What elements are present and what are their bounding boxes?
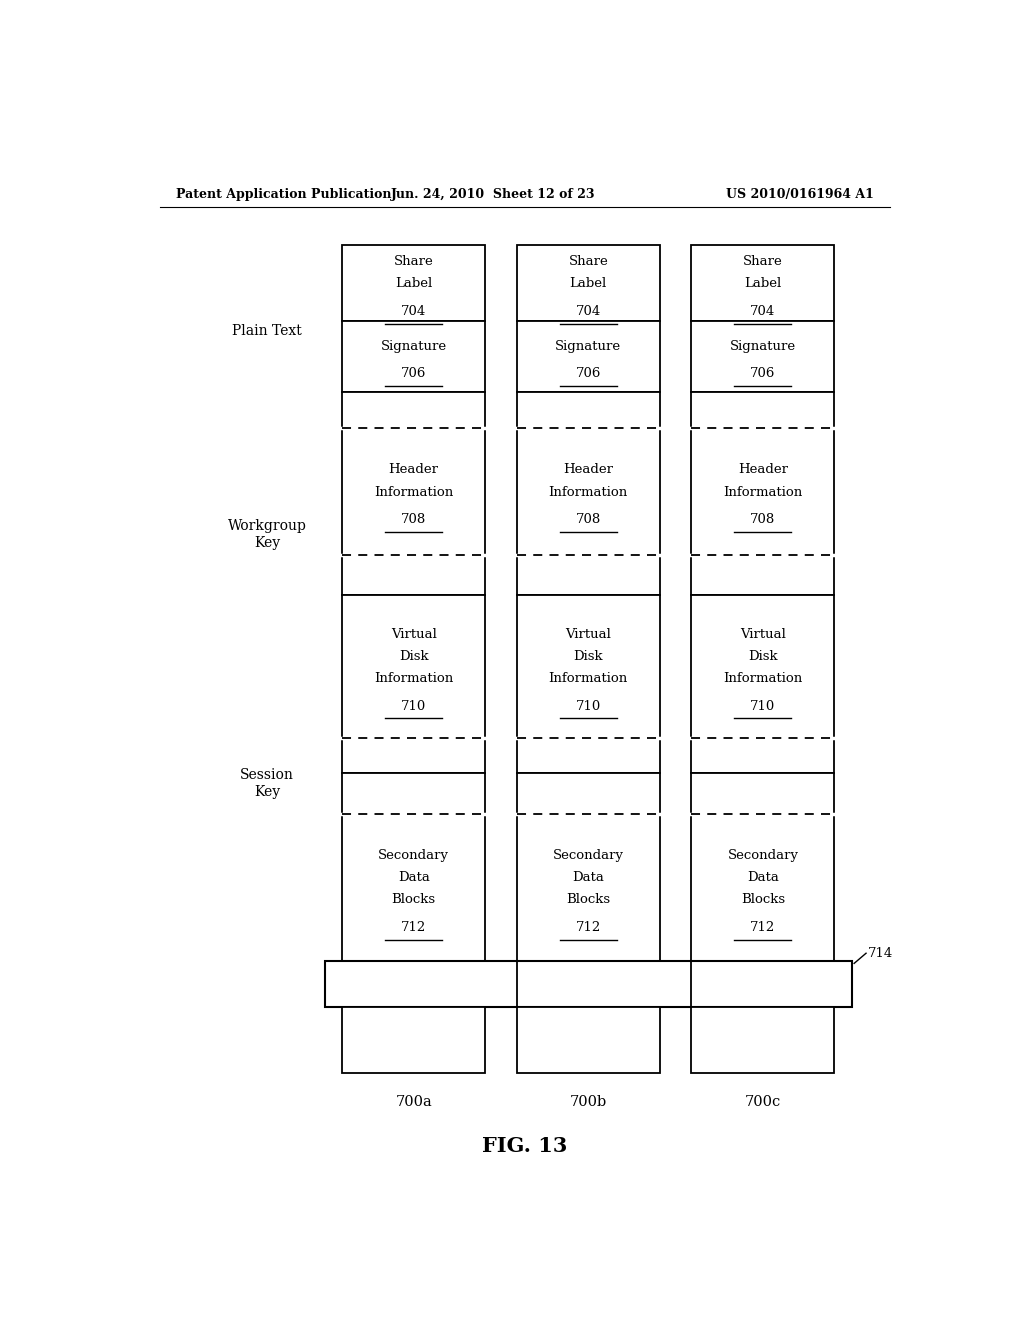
Bar (342, 814, 485, 961)
Text: 704: 704 (575, 305, 601, 318)
Bar (517, 554, 659, 595)
Text: Label: Label (744, 277, 781, 290)
Text: 706: 706 (575, 367, 601, 380)
Text: Virtual: Virtual (740, 627, 785, 640)
Bar (517, 1007, 659, 1073)
Text: 704: 704 (401, 305, 426, 318)
Text: Information: Information (723, 672, 803, 685)
Bar (517, 428, 659, 554)
Text: 710: 710 (401, 700, 426, 713)
Bar (342, 1007, 485, 1073)
Text: Label: Label (395, 277, 432, 290)
Bar (325, 961, 852, 1007)
Bar (517, 595, 659, 738)
Text: Secondary: Secondary (378, 849, 450, 862)
Text: Data: Data (746, 871, 779, 884)
Text: 706: 706 (401, 367, 426, 380)
Bar (342, 554, 485, 595)
Bar (342, 244, 485, 321)
Bar (342, 595, 485, 738)
Text: 700b: 700b (569, 1094, 607, 1109)
Bar (691, 244, 835, 321)
Text: 708: 708 (751, 513, 775, 527)
Text: Information: Information (549, 672, 628, 685)
Bar (691, 428, 835, 554)
Text: 710: 710 (575, 700, 601, 713)
Bar (342, 738, 485, 774)
Text: Secondary: Secondary (727, 849, 799, 862)
Text: 714: 714 (867, 946, 893, 960)
Text: 712: 712 (751, 921, 775, 933)
Text: Signature: Signature (555, 341, 622, 352)
Text: Secondary: Secondary (553, 849, 624, 862)
Bar (342, 774, 485, 814)
Text: Disk: Disk (749, 649, 777, 663)
Text: Blocks: Blocks (391, 894, 436, 907)
Text: Plain Text: Plain Text (232, 325, 302, 338)
Text: 708: 708 (401, 513, 426, 527)
Text: Blocks: Blocks (566, 894, 610, 907)
Bar (517, 738, 659, 774)
Text: Disk: Disk (399, 649, 428, 663)
Text: Signature: Signature (730, 341, 796, 352)
Text: Jun. 24, 2010  Sheet 12 of 23: Jun. 24, 2010 Sheet 12 of 23 (391, 189, 595, 202)
Bar (342, 321, 485, 392)
Text: Share: Share (743, 255, 782, 268)
Text: FIG. 13: FIG. 13 (482, 1137, 567, 1156)
Text: 712: 712 (575, 921, 601, 933)
Bar (691, 595, 835, 738)
Text: Signature: Signature (381, 341, 446, 352)
Text: Disk: Disk (573, 649, 603, 663)
Bar (517, 392, 659, 428)
Text: Information: Information (549, 486, 628, 499)
Text: Patent Application Publication: Patent Application Publication (176, 189, 391, 202)
Bar (517, 774, 659, 814)
Text: Blocks: Blocks (740, 894, 785, 907)
Text: 700a: 700a (395, 1094, 432, 1109)
Text: 708: 708 (575, 513, 601, 527)
Text: Information: Information (723, 486, 803, 499)
Text: Information: Information (374, 672, 454, 685)
Bar (517, 244, 659, 321)
Text: Header: Header (738, 463, 787, 477)
Bar (342, 392, 485, 428)
Bar (691, 321, 835, 392)
Text: 710: 710 (751, 700, 775, 713)
Text: Virtual: Virtual (565, 627, 611, 640)
Text: 704: 704 (751, 305, 775, 318)
Bar (691, 392, 835, 428)
Text: Session
Key: Session Key (240, 768, 294, 799)
Bar (691, 738, 835, 774)
Text: Share: Share (394, 255, 433, 268)
Bar (517, 814, 659, 961)
Text: Information: Information (374, 486, 454, 499)
Text: Label: Label (569, 277, 607, 290)
Text: 712: 712 (401, 921, 426, 933)
Text: Share: Share (568, 255, 608, 268)
Bar (691, 774, 835, 814)
Text: Data: Data (397, 871, 430, 884)
Bar (691, 814, 835, 961)
Text: Header: Header (389, 463, 438, 477)
Bar (691, 554, 835, 595)
Text: Workgroup
Key: Workgroup Key (227, 519, 306, 549)
Text: Data: Data (572, 871, 604, 884)
Text: Virtual: Virtual (391, 627, 436, 640)
Bar (517, 321, 659, 392)
Text: 700c: 700c (744, 1094, 781, 1109)
Bar (342, 428, 485, 554)
Text: Header: Header (563, 463, 613, 477)
Text: US 2010/0161964 A1: US 2010/0161964 A1 (726, 189, 873, 202)
Bar (691, 1007, 835, 1073)
Text: 706: 706 (751, 367, 775, 380)
